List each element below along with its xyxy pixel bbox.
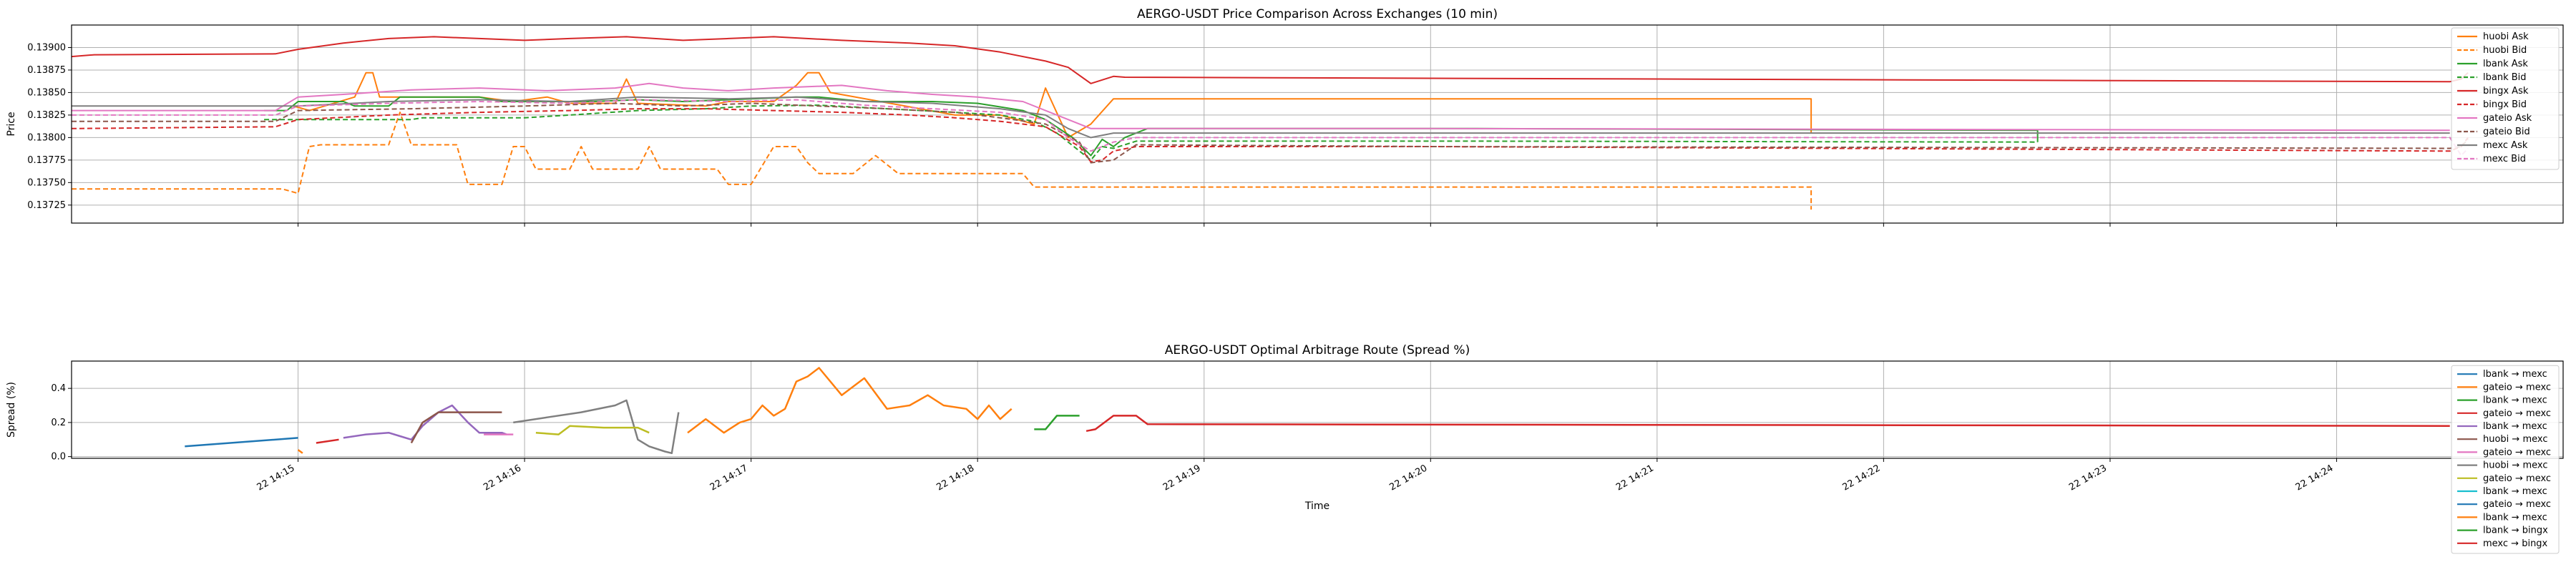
series-line-3: [316, 438, 339, 444]
legend-entry: huobi → mexc: [2483, 460, 2548, 471]
y-tick-label: 0.13875: [27, 65, 66, 76]
legend-entry: gateio Ask: [2483, 113, 2532, 124]
legend-entry: lbank → mexc: [2483, 369, 2547, 380]
legend-entry: gateio → mexc: [2483, 447, 2551, 458]
legend-entry: lbank → mexc: [2483, 512, 2547, 523]
series-line-4: [343, 404, 507, 441]
legend-box: [2451, 365, 2560, 554]
legend-entry: lbank → bingx: [2483, 526, 2548, 536]
legend-entry: bingx Ask: [2483, 86, 2529, 97]
plot-frame: [71, 24, 2564, 224]
x-tick-label: 22 14:15: [255, 463, 297, 493]
y-tick-label: 0.13750: [27, 177, 66, 188]
chart-title: AERGO-USDT Optimal Arbitrage Route (Spre…: [1165, 343, 1470, 358]
x-tick-label: 22 14:17: [708, 463, 750, 493]
legend-entry: bingx Bid: [2483, 99, 2527, 110]
x-axis-label: Time: [1304, 500, 1330, 512]
series-line-1: [297, 449, 303, 454]
legend-entry: gateio → mexc: [2483, 408, 2551, 419]
legend-entry: gateio → mexc: [2483, 473, 2551, 484]
series-line-5: [72, 108, 2469, 163]
series-group: [72, 36, 2469, 210]
legend-entry: lbank Ask: [2483, 59, 2528, 69]
y-axis-label: Price: [6, 112, 17, 136]
legend: lbank → mexc gateio → mexc lbank → mexc gat…: [2451, 365, 2560, 554]
series-group: [185, 367, 2450, 455]
series-line-6: [72, 82, 2450, 132]
legend-entry: lbank Bid: [2483, 72, 2527, 83]
y-tick-label: 0.0: [51, 452, 66, 463]
arbitrage-spread-chart: AERGO-USDT Optimal Arbitrage Route (Spre…: [6, 343, 2564, 554]
series-line-12: [1034, 415, 1080, 430]
legend-entry: gateio Bid: [2483, 127, 2530, 137]
y-tick-label: 0.13725: [27, 200, 66, 211]
plot-frame: [71, 360, 2564, 459]
y-tick-label: 0.13775: [27, 155, 66, 166]
series-line-5: [410, 411, 502, 444]
y-tick-label: 0.13800: [27, 132, 66, 143]
series-line-4: [72, 36, 2469, 84]
legend-entry: lbank → mexc: [2483, 395, 2547, 406]
legend-entry: huobi Bid: [2483, 45, 2527, 56]
x-tick-label: 22 14:19: [1161, 463, 1203, 493]
series-line-0: [185, 437, 298, 448]
legend-entry: lbank → mexc: [2483, 421, 2547, 432]
series-line-8: [72, 96, 2450, 139]
legend-entry: mexc Ask: [2483, 140, 2528, 151]
series-line-7: [72, 102, 2469, 164]
series-line-11: [687, 367, 1013, 434]
legend: huobi Ask huobi Bid lbank Ask lbank Bid bing…: [2451, 27, 2560, 170]
y-tick-label: 0.2: [51, 418, 66, 428]
x-tick-label: 22 14:22: [1841, 463, 1883, 493]
y-tick-label: 0.13825: [27, 110, 66, 121]
legend-entry: huobi Ask: [2483, 31, 2529, 42]
price-comparison-chart: AERGO-USDT Price Comparison Across Excha…: [6, 7, 2564, 227]
series-line-1: [72, 112, 1813, 210]
y-tick-label: 0.4: [51, 383, 66, 394]
x-tick-label: 22 14:20: [1387, 463, 1429, 493]
series-line-13: [1085, 415, 2450, 433]
x-tick-label: 22 14:23: [2067, 463, 2109, 493]
legend-entry: lbank → mexc: [2483, 486, 2547, 497]
y-tick-label: 0.13850: [27, 87, 66, 98]
y-tick-label: 0.13900: [27, 42, 66, 53]
legend-entry: gateio → mexc: [2483, 499, 2551, 510]
series-line-8: [535, 425, 650, 435]
y-axis-label: Spread (%): [6, 382, 17, 438]
legend-entry: gateio → mexc: [2483, 382, 2551, 393]
chart-title: AERGO-USDT Price Comparison Across Excha…: [1137, 7, 1498, 21]
x-tick-label: 22 14:21: [1614, 463, 1656, 493]
legend-entry: huobi → mexc: [2483, 434, 2548, 445]
legend-box: [2451, 27, 2560, 170]
series-line-7: [513, 399, 680, 455]
series-line-9: [72, 99, 2469, 157]
x-tick-label: 22 14:18: [935, 463, 976, 493]
series-line-2: [264, 96, 2039, 157]
x-tick-label: 22 14:24: [2294, 463, 2336, 493]
legend-entry: mexc Bid: [2483, 154, 2526, 164]
legend-entry: mexc → bingx: [2483, 538, 2548, 549]
x-tick-label: 22 14:16: [482, 463, 523, 493]
